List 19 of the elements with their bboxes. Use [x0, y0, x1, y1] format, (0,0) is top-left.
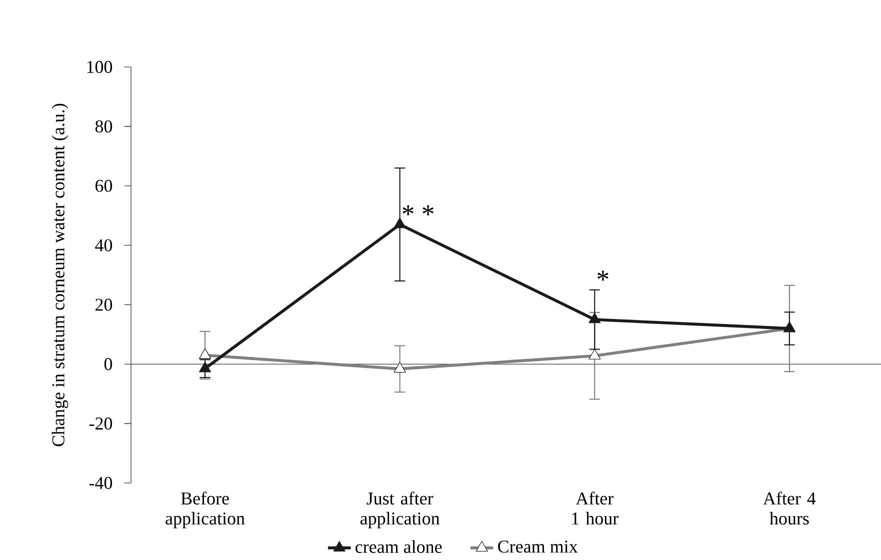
y-tick-label: 80 [95, 120, 112, 132]
y-tick-label: 60 [96, 180, 112, 192]
annotation: * * [402, 205, 434, 216]
point [588, 312, 601, 324]
legend-label: Cream mix [498, 540, 578, 553]
x-tick-label: After 4 hours [763, 492, 816, 525]
x-tick-label: After 1 hour [572, 492, 618, 525]
legend-label: cream alone [356, 540, 442, 553]
point [394, 218, 406, 228]
y-tick-label: 20 [96, 298, 112, 311]
y-tick-label: -40 [89, 476, 112, 490]
y-tick-label: 100 [87, 60, 112, 74]
y-tick-label: -20 [89, 417, 112, 430]
y-tick-label: 0 [104, 358, 112, 370]
x-tick-label: Before application [166, 492, 245, 528]
y-tick-label: 40 [95, 239, 112, 252]
annotation: * [598, 270, 608, 281]
x-tick-label: Just after application [360, 492, 440, 528]
y-axis-title: Change in stratum corneum water content (a.u.) [52, 104, 68, 446]
